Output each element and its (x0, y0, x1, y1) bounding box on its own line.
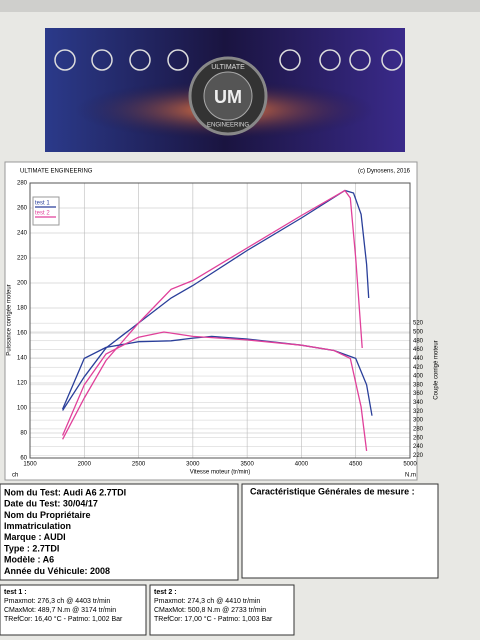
x-tick-label: 4500 (349, 462, 363, 468)
logo-core (203, 71, 253, 121)
y-tick-label: 200 (17, 281, 28, 287)
y2-tick-label: 420 (413, 365, 424, 371)
y-tick-label: 260 (17, 206, 28, 212)
result-box-1 (0, 584, 147, 636)
line-series (62, 189, 363, 440)
info-line: Date du Test: 30/04/17 (4, 499, 98, 509)
y-tick-label: 120 (17, 381, 28, 387)
x-tick-label: 4000 (295, 462, 309, 468)
result-line: TRefCor: 17,00 °C - Patmo: 1,003 Bar (154, 615, 273, 623)
banner-icons (54, 49, 403, 71)
x-tick-label: 3500 (240, 462, 254, 468)
logo-ring-bottom: ENGINEERING (207, 123, 249, 129)
x-tick-label: 3000 (186, 462, 200, 468)
y-tick-label: 280 (17, 181, 28, 187)
y2-tick-label: 380 (413, 382, 424, 388)
chart-subtitle: (c) Dynosens, 2016 (358, 169, 411, 175)
y2-tick-label: 500 (413, 330, 424, 336)
y-tick-label: 160 (17, 331, 28, 337)
y2-axis-label: Couple corrigé moteur (434, 340, 440, 399)
y-tick-label: 240 (17, 231, 28, 237)
y2-tick-label: 440 (413, 356, 424, 362)
y2-tick-label: 360 (413, 391, 424, 397)
y2-tick-label: 520 (413, 321, 424, 327)
x-tick-label: 2500 (132, 462, 146, 468)
plot: 60 80 100 120 140 160 180 200 220 240 260 280 220 240… (17, 181, 424, 468)
info-line: Nom du Test: Audi A6 2.7TDI (4, 487, 126, 497)
y2-tick-label: 400 (413, 374, 424, 380)
info-line: Année du Véhicule: 2008 (4, 566, 110, 576)
result-box-2 (149, 584, 295, 636)
y2-tick-label: 480 (413, 338, 424, 344)
result-title: test 2 : (154, 589, 177, 596)
legend-box (32, 196, 60, 226)
y-axis-label: Puissance corrigée moteur (7, 284, 13, 355)
y-unit: ch (12, 473, 18, 479)
logo-ring-top: ULTIMATE (211, 64, 245, 71)
y-tick-label: 220 (17, 256, 28, 262)
y2-unit: N.m (405, 473, 416, 479)
measure-box (241, 483, 439, 579)
y2-tick-label: 320 (413, 409, 424, 415)
y2-tick-label: 280 (413, 426, 424, 432)
legend-label: test 2 (35, 211, 50, 217)
y2-tick-label: 220 (413, 453, 424, 459)
result-line: Pmaxmot: 274,3 ch @ 4410 tr/min (154, 598, 260, 605)
info-line: Immatriculation (4, 521, 71, 531)
y-tick-label: 180 (17, 306, 28, 312)
y-tick-label: 140 (17, 356, 28, 362)
result-line: CMaxMot: 500,8 N.m @ 2733 tr/min (154, 607, 266, 614)
result-line: CMaxMot: 489,7 N.m @ 3174 tr/min (4, 607, 116, 614)
x-tick-label: 1500 (23, 462, 37, 468)
line-series (62, 331, 368, 451)
legend-label: test 1 (35, 201, 50, 207)
plot-border (29, 182, 411, 459)
chart-frame (4, 161, 418, 481)
y2-tick-label: 260 (413, 435, 424, 441)
y-tick-label: 60 (20, 456, 27, 462)
x-axis-label: Vitesse moteur (tr/min) (190, 470, 251, 476)
doc-text: Nom du Test: Audi A6 2.7TDI Date du Test:… (4, 487, 273, 622)
line-series (62, 335, 373, 416)
result-line: TRefCor: 16,40 °C - Patmo: 1,002 Bar (4, 615, 123, 623)
y-tick-label: 100 (17, 406, 28, 412)
info-box (0, 483, 239, 581)
logo-text: UM (214, 87, 242, 107)
info-line: Marque : AUDI (4, 532, 66, 542)
info-line: Nom du Propriétaire (4, 510, 91, 520)
y2-tick-label: 460 (413, 347, 424, 353)
info-line: Modèle : A6 (4, 555, 54, 565)
y-tick-label: 80 (20, 431, 27, 437)
measure-title: Caractéristique Générales de mesure : (250, 486, 415, 496)
y2-tick-label: 240 (413, 444, 424, 450)
chart-title: ULTIMATE ENGINEERING (20, 169, 93, 175)
result-title: test 1 : (4, 589, 27, 596)
x-tick-label: 2000 (78, 462, 92, 468)
result-line: Pmaxmot: 276,3 ch @ 4403 tr/min (4, 598, 110, 605)
x-tick-label: 5000 (403, 462, 417, 468)
y2-tick-label: 340 (413, 400, 424, 406)
top-strip (0, 0, 480, 12)
y2-tick-label: 300 (413, 418, 424, 424)
info-line: Type : 2.7TDI (4, 543, 59, 553)
